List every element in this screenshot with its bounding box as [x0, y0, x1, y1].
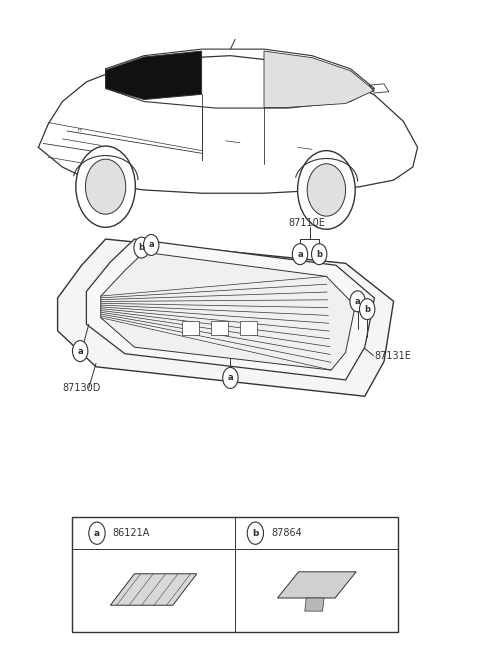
Circle shape [72, 341, 88, 362]
Polygon shape [106, 51, 202, 100]
Circle shape [223, 367, 238, 388]
Circle shape [247, 522, 264, 544]
Circle shape [76, 146, 135, 227]
Circle shape [85, 159, 126, 214]
Circle shape [350, 291, 365, 312]
Circle shape [134, 237, 149, 258]
Polygon shape [101, 252, 355, 370]
Text: b: b [139, 243, 144, 252]
Text: b: b [364, 305, 370, 314]
Circle shape [292, 244, 308, 265]
Polygon shape [264, 51, 374, 107]
Text: a: a [148, 240, 154, 250]
FancyBboxPatch shape [72, 517, 398, 632]
Circle shape [360, 299, 375, 320]
Text: a: a [94, 529, 100, 538]
Circle shape [312, 244, 327, 265]
Text: H: H [77, 128, 81, 134]
Text: 86121A: 86121A [113, 528, 150, 538]
Text: 87130D: 87130D [62, 383, 101, 393]
Polygon shape [305, 598, 324, 611]
Circle shape [89, 522, 105, 544]
Polygon shape [58, 239, 394, 396]
Text: 87864: 87864 [271, 528, 302, 538]
FancyBboxPatch shape [240, 321, 257, 335]
FancyBboxPatch shape [182, 321, 199, 335]
Text: b: b [252, 529, 259, 538]
Text: a: a [297, 250, 303, 259]
Circle shape [307, 164, 346, 216]
Circle shape [144, 234, 159, 255]
Text: a: a [77, 346, 83, 356]
FancyBboxPatch shape [211, 321, 228, 335]
Text: a: a [228, 373, 233, 383]
Polygon shape [86, 239, 374, 380]
Text: 87110E: 87110E [288, 217, 325, 228]
Circle shape [298, 151, 355, 229]
Text: b: b [316, 250, 322, 259]
Text: a: a [355, 297, 360, 306]
Polygon shape [110, 574, 197, 605]
Polygon shape [277, 572, 356, 598]
Text: 87131E: 87131E [374, 350, 411, 361]
